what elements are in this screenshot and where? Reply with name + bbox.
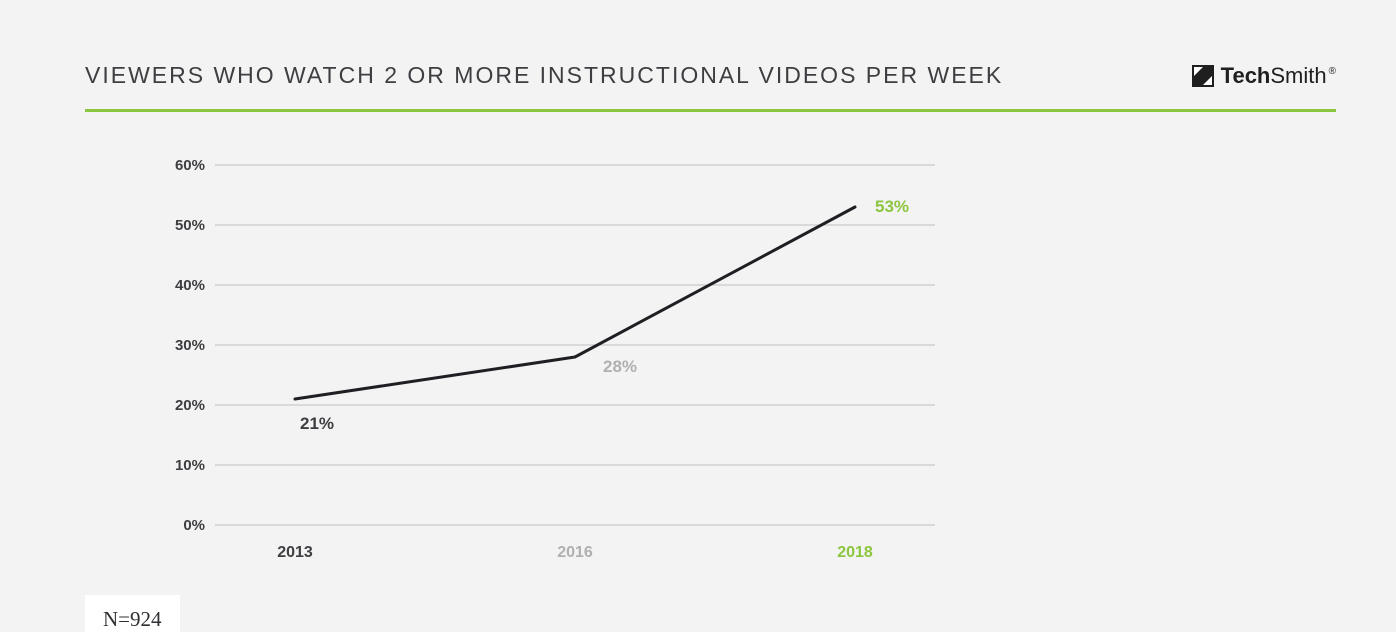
svg-text:0%: 0% <box>183 517 205 534</box>
svg-text:30%: 30% <box>175 337 205 354</box>
svg-text:60%: 60% <box>175 157 205 174</box>
brand-logo-text: TechSmith® <box>1221 63 1336 89</box>
svg-text:21%: 21% <box>300 414 334 433</box>
svg-text:2018: 2018 <box>837 544 873 561</box>
svg-text:50%: 50% <box>175 217 205 234</box>
svg-text:2013: 2013 <box>277 544 313 561</box>
line-chart: 0%10%20%30%40%50%60%21%28%53%20132016201… <box>215 155 935 530</box>
sample-size-label: N=924 <box>103 607 162 631</box>
svg-text:2016: 2016 <box>557 544 593 561</box>
svg-text:28%: 28% <box>603 357 637 376</box>
sample-size-badge: N=924 <box>85 595 180 632</box>
brand-logo: TechSmith® <box>1191 63 1336 89</box>
svg-text:40%: 40% <box>175 277 205 294</box>
chart-title: VIEWERS WHO WATCH 2 OR MORE INSTRUCTIONA… <box>85 62 1003 89</box>
brand-logo-icon <box>1191 64 1215 88</box>
svg-text:10%: 10% <box>175 457 205 474</box>
title-underline <box>85 109 1336 112</box>
svg-text:53%: 53% <box>875 197 909 216</box>
svg-text:20%: 20% <box>175 397 205 414</box>
